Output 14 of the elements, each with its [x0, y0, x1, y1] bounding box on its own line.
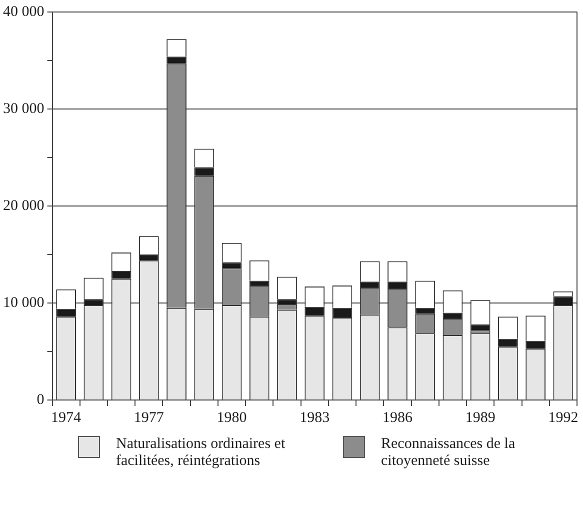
y-tick-label: 10 000 — [3, 294, 44, 311]
y-tick-label: 20 000 — [3, 198, 44, 214]
y-tick-label: 30 000 — [3, 100, 44, 117]
legend-label: Reconnaissances de la citoyenneté suisse — [381, 436, 516, 470]
x-tick-label: 1980 — [216, 410, 247, 426]
x-tick-label: 1992 — [548, 410, 578, 426]
x-tick-label: 1986 — [382, 410, 413, 426]
y-tick-label: 0 — [36, 392, 44, 408]
x-tick-label: 1977 — [134, 410, 164, 426]
legend-label: Naturalisations ordinaires et facilitées, réintégrations — [116, 436, 286, 470]
x-tick-label: 1989 — [465, 410, 496, 426]
y-tick-label: 40 000 — [3, 4, 44, 20]
x-tick-label: 1974 — [51, 410, 82, 426]
x-tick-label: 1983 — [300, 410, 330, 426]
